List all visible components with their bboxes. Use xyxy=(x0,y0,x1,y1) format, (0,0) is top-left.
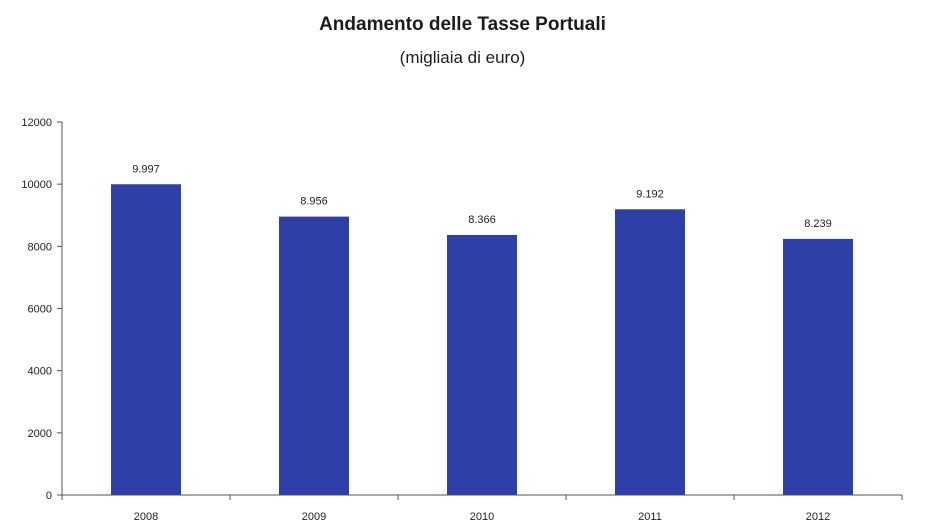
y-tick-label: 6000 xyxy=(28,304,52,316)
bar-2011 xyxy=(615,209,685,496)
y-tick-label: 4000 xyxy=(28,366,52,378)
y-tick-label: 12000 xyxy=(21,117,52,129)
bar-2009 xyxy=(279,216,349,495)
y-tick-label: 8000 xyxy=(28,241,52,253)
chart-subtitle: (migliaia di euro) xyxy=(399,48,526,67)
bar-2008 xyxy=(111,184,181,495)
data-label-2009: 8.956 xyxy=(300,196,328,208)
x-tick-label-2012: 2012 xyxy=(806,511,830,523)
y-tick-label: 2000 xyxy=(28,428,52,440)
data-label-2010: 8.366 xyxy=(468,214,496,226)
data-label-2008: 9.997 xyxy=(132,163,160,175)
x-tick-label-2011: 2011 xyxy=(638,511,662,523)
x-tick-label-2008: 2008 xyxy=(134,511,158,523)
data-label-2011: 9.192 xyxy=(636,188,664,200)
y-tick-label: 10000 xyxy=(21,179,52,191)
bar-2012 xyxy=(783,238,853,495)
x-tick-label-2010: 2010 xyxy=(470,511,494,523)
data-label-2012: 8.239 xyxy=(804,218,832,230)
y-tick-label: 0 xyxy=(46,490,52,502)
chart-title: Andamento delle Tasse Portuali xyxy=(319,14,606,35)
x-tick-label-2009: 2009 xyxy=(302,511,326,523)
bar-2010 xyxy=(447,234,517,495)
